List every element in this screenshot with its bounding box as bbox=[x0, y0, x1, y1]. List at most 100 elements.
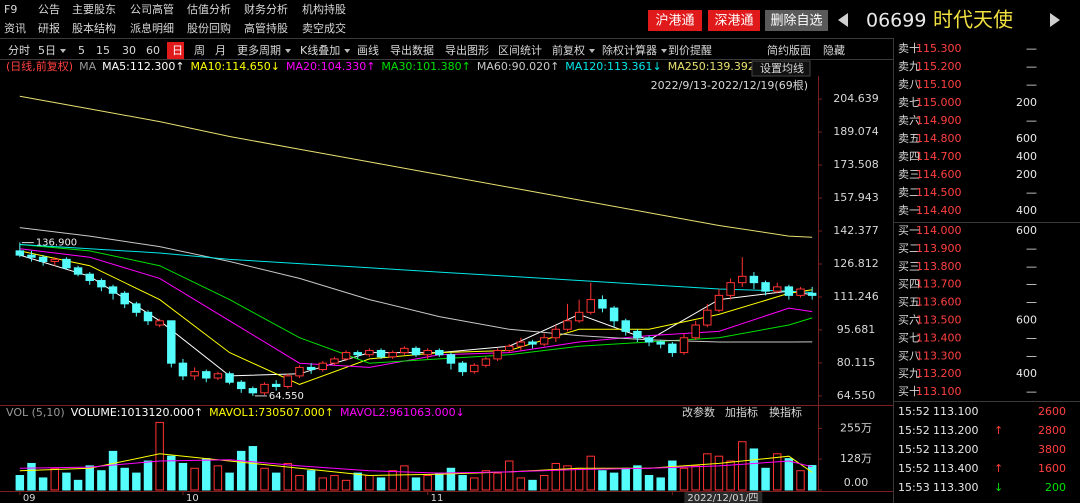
indicator-button[interactable]: 加指标 bbox=[725, 405, 758, 419]
trade-price: 113.200 bbox=[933, 424, 979, 437]
menu-item[interactable]: F9 bbox=[4, 3, 17, 16]
dropdown-caret bbox=[589, 49, 595, 53]
header-button[interactable] bbox=[648, 10, 702, 31]
toolbar-item[interactable]: 月 bbox=[215, 44, 226, 57]
toolbar-item[interactable]: 周 bbox=[194, 44, 205, 57]
volume-bar bbox=[633, 465, 642, 491]
menu-item[interactable]: 股份回购 bbox=[187, 21, 231, 35]
indicator-button[interactable]: 换指标 bbox=[769, 405, 802, 419]
candle-body bbox=[481, 358, 491, 366]
candle-body bbox=[528, 341, 537, 345]
y-tick-label: 157.943 bbox=[833, 191, 879, 204]
ma-line bbox=[19, 244, 813, 293]
settings-button[interactable] bbox=[751, 60, 811, 77]
x-tick-label: 2022/12/01/四 bbox=[687, 493, 758, 503]
level-price: 113.900 bbox=[916, 242, 962, 255]
toolbar-item[interactable]: K线叠加 bbox=[300, 43, 340, 57]
candle-body bbox=[586, 299, 596, 313]
level-price: 113.200 bbox=[916, 367, 962, 380]
volume-bar bbox=[318, 477, 328, 491]
dropdown-caret bbox=[285, 49, 291, 53]
next-arrow[interactable] bbox=[1050, 13, 1060, 27]
menu-item[interactable]: 高管持股 bbox=[244, 21, 288, 35]
legend-item: MA120:113.361↓ bbox=[565, 60, 661, 73]
level-volume: 400 bbox=[1016, 150, 1037, 163]
volume-bar bbox=[353, 472, 362, 491]
candle-body bbox=[411, 347, 421, 356]
x-tick-label: 09 bbox=[23, 493, 36, 503]
volume-bar bbox=[668, 460, 677, 491]
volume-bar bbox=[621, 467, 630, 491]
prev-arrow[interactable] bbox=[838, 13, 848, 27]
toolbar-item[interactable]: 隐藏 bbox=[823, 44, 845, 57]
menu-item[interactable]: 机构持股 bbox=[302, 2, 346, 16]
toolbar-item[interactable]: 更多周期 bbox=[237, 43, 281, 57]
level-volume: — bbox=[1026, 385, 1037, 398]
level-volume: 600 bbox=[1016, 314, 1037, 327]
volume-bar bbox=[539, 475, 549, 491]
volume-bar bbox=[62, 472, 71, 491]
trade-arrow: ↑ bbox=[994, 462, 1003, 475]
menu-item[interactable]: 估值分析 bbox=[187, 2, 231, 16]
ma-label: MA bbox=[79, 60, 96, 73]
volume-bar bbox=[85, 465, 94, 491]
candle-body bbox=[772, 286, 782, 292]
menu-item[interactable]: 研报 bbox=[38, 21, 60, 35]
candle-body bbox=[167, 320, 176, 364]
candle-body bbox=[15, 250, 25, 256]
header-button[interactable] bbox=[765, 10, 828, 31]
volume-bar bbox=[644, 475, 654, 491]
y-tick-label: 204.639 bbox=[833, 92, 879, 105]
candle-body bbox=[143, 311, 153, 322]
toolbar-item[interactable]: 到价提醒 bbox=[668, 44, 712, 57]
header-button[interactable] bbox=[708, 10, 760, 31]
toolbar-item[interactable]: 区间统计 bbox=[498, 44, 542, 57]
toolbar-item[interactable]: 前复权 bbox=[552, 43, 585, 57]
toolbar-item[interactable]: 除权计算器 bbox=[602, 43, 657, 57]
y-tick-label: 111.246 bbox=[833, 290, 879, 303]
settings-label[interactable]: 设置均线 bbox=[760, 61, 804, 75]
toolbar-item[interactable]: 画线 bbox=[357, 43, 379, 57]
menu-item[interactable]: 卖空成交 bbox=[302, 21, 346, 35]
level-price: 114.000 bbox=[916, 224, 962, 237]
volume-bar bbox=[481, 470, 491, 491]
volume-bar bbox=[27, 462, 36, 491]
toolbar-item[interactable]: 简约版面 bbox=[767, 43, 811, 57]
toolbar-item[interactable]: 15 bbox=[96, 44, 110, 57]
menu-item[interactable]: 派息明细 bbox=[130, 21, 174, 35]
level-label: 买八 bbox=[898, 349, 920, 362]
volume-bar bbox=[271, 472, 281, 491]
toolbar-item[interactable]: 5 bbox=[78, 44, 85, 57]
volume-bar bbox=[38, 477, 48, 491]
toolbar-item[interactable]: 30 bbox=[122, 44, 136, 57]
candle-body bbox=[738, 275, 747, 284]
menu-item[interactable]: 资讯 bbox=[4, 22, 26, 35]
toolbar-item[interactable]: 分时 bbox=[8, 44, 30, 57]
candle-body bbox=[388, 352, 397, 358]
menu-item[interactable]: 财务分析 bbox=[244, 2, 288, 16]
menu-item[interactable]: 股本结构 bbox=[72, 21, 116, 35]
volume-bar bbox=[807, 465, 817, 491]
menu-item[interactable]: 公告 bbox=[38, 3, 60, 16]
toolbar-item[interactable]: 导出图形 bbox=[445, 43, 489, 57]
candle-body bbox=[551, 328, 561, 339]
level-price: 115.300 bbox=[916, 42, 962, 55]
trade-time: 15:52 bbox=[898, 405, 930, 418]
candle-body bbox=[155, 320, 164, 326]
volume-bar bbox=[295, 475, 304, 491]
toolbar-item[interactable]: 导出数据 bbox=[390, 43, 434, 57]
menu-item[interactable]: 公司高管 bbox=[130, 2, 174, 16]
trade-price: 113.400 bbox=[933, 462, 979, 475]
menu-item[interactable]: 主要股东 bbox=[72, 3, 116, 16]
volume-bar bbox=[97, 470, 106, 491]
toolbar-item[interactable]: 60 bbox=[146, 44, 160, 57]
trade-time: 15:52 bbox=[898, 443, 930, 456]
volume-bar bbox=[155, 421, 164, 491]
toolbar-item[interactable]: 5日 bbox=[38, 44, 56, 57]
y-tick-label: 142.377 bbox=[833, 224, 879, 237]
candle-body bbox=[726, 282, 735, 296]
indicator-button[interactable]: 改参数 bbox=[682, 405, 715, 419]
toolbar-item[interactable]: 日 bbox=[172, 44, 183, 57]
